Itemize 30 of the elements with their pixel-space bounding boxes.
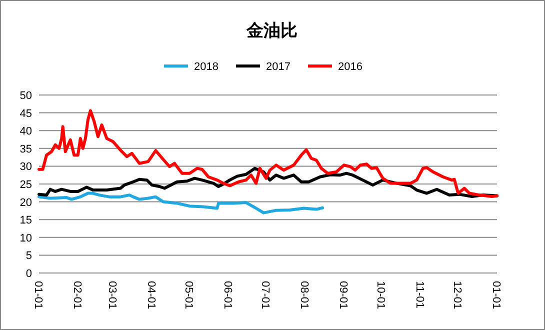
x-tick-label: 07-01 xyxy=(259,281,272,310)
y-tick-label: 5 xyxy=(26,250,32,262)
y-tick-label: 30 xyxy=(20,161,32,174)
y-tick-label: 25 xyxy=(20,179,32,191)
legend-label: 2017 xyxy=(266,61,290,73)
x-tick-label: 01-01 xyxy=(32,281,44,310)
x-tick-label: 03-01 xyxy=(106,281,118,310)
x-tick-label: 05-01 xyxy=(182,281,195,310)
x-tick-label: 09-01 xyxy=(336,281,349,310)
x-tick-label: 02-01 xyxy=(70,281,83,310)
line-series xyxy=(38,109,498,198)
x-tick-label: 04-01 xyxy=(144,281,157,310)
chart-title: 金油比 xyxy=(246,21,298,40)
y-tick-label: 35 xyxy=(20,143,32,156)
x-tick-label: 08-01 xyxy=(298,281,310,310)
y-tick-label: 10 xyxy=(20,232,32,244)
y-tick-label: 0 xyxy=(26,268,32,280)
y-tick-label: 20 xyxy=(20,196,32,209)
x-tick-label: 11-01 xyxy=(413,281,426,308)
y-tick-label: 15 xyxy=(20,214,32,227)
x-tick-label: 12-01 xyxy=(451,281,464,310)
legend-label: 2018 xyxy=(194,61,218,73)
legend-label: 2016 xyxy=(338,61,362,73)
x-tick-label: 06-01 xyxy=(221,281,234,310)
y-tick-label: 45 xyxy=(20,108,32,120)
line-series xyxy=(38,192,324,214)
x-tick-label: 10-01 xyxy=(374,281,387,310)
y-tick-label: 40 xyxy=(20,126,32,138)
y-tick-label: 50 xyxy=(20,90,32,102)
x-tick-label: 01-01 xyxy=(490,281,502,310)
